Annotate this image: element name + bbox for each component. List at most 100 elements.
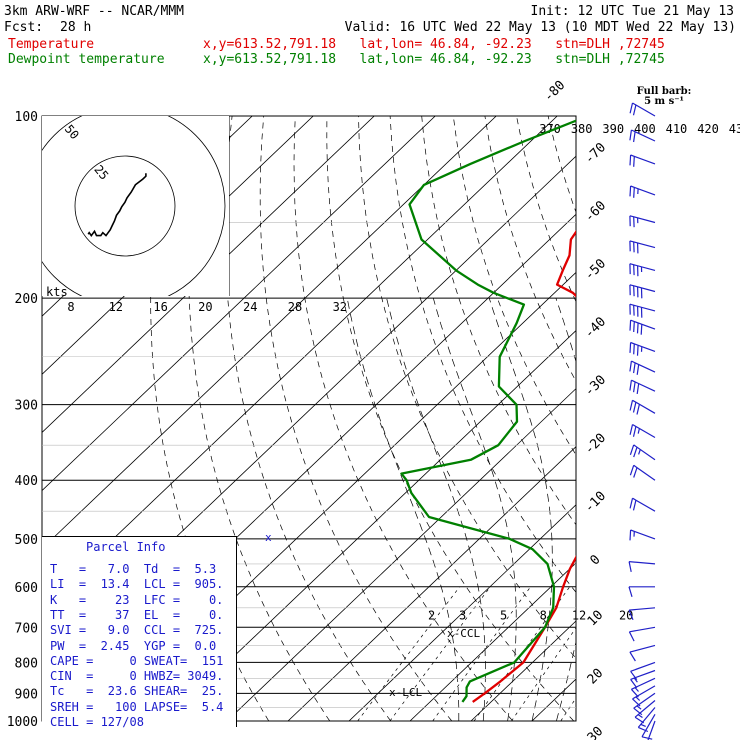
pressure-tick-label: 100	[15, 110, 38, 125]
mixing-ratio-label: 3	[459, 609, 466, 623]
theta-label: 400	[634, 122, 656, 136]
hodograph-ring	[42, 116, 226, 296]
isotherm-label: -30	[582, 373, 609, 400]
dry-adiabat-line	[224, 116, 392, 721]
mixing-ratio-line	[357, 586, 460, 721]
valid-time: Valid: 16 UTC Wed 22 May 13 (10 MDT Wed …	[344, 20, 736, 35]
barb-half-flag	[640, 723, 646, 727]
dewpoint-profile	[400, 119, 576, 703]
barb-flag	[632, 426, 637, 437]
isotherm-label: -50	[582, 256, 609, 283]
barb-flag	[634, 716, 645, 724]
isotherm-line	[42, 116, 558, 608]
theta-label: 380	[571, 122, 593, 136]
pressure-tick-label: 400	[15, 474, 38, 489]
dry-adiabat-line	[643, 116, 740, 721]
barb-flag	[629, 498, 634, 509]
isotherm-line	[654, 116, 740, 721]
barb-flag	[630, 679, 638, 689]
isotherm-line	[348, 504, 576, 721]
wind-barb	[647, 720, 656, 740]
mixing-ratio-line	[560, 697, 576, 721]
barb-flag	[633, 343, 635, 355]
isotherm-line	[409, 562, 576, 721]
wind-barb	[629, 263, 656, 277]
pressure-tick-label: 500	[15, 533, 38, 548]
barb-staff	[632, 497, 656, 512]
forecast-hour: 28 h	[60, 20, 92, 35]
barb-flag	[633, 467, 638, 478]
mixing-ratio-label: 12	[572, 609, 586, 623]
wind-barb	[629, 423, 656, 439]
barb-flag	[636, 364, 640, 375]
model-title: 3km ARW-WRF -- NCAR/MMM	[4, 4, 185, 19]
wind-barb	[629, 360, 656, 375]
mixing-ratio-label: 2	[428, 609, 435, 623]
dry-adiabat-line	[675, 116, 740, 721]
mixing-ratio-line	[511, 627, 576, 721]
barb-flag	[629, 529, 632, 541]
hodograph-ring-label: 75	[32, 82, 52, 102]
barb-flag	[633, 131, 636, 143]
parcel-row-9: Tc = 23.6 SHEAR= 25.	[50, 684, 224, 699]
wind-barb	[629, 284, 656, 299]
wind-barb	[629, 240, 656, 254]
barb-flag	[632, 698, 641, 707]
wind-barb	[629, 154, 656, 167]
parcel-row-10: SREH = 100 LAPSE= 5.4	[50, 699, 224, 714]
dry-adiabat-line	[611, 116, 740, 721]
dry-adiabat-line	[547, 116, 576, 214]
moist-adiabat-line	[605, 298, 709, 721]
wind-barb	[628, 561, 656, 573]
barb-staff	[633, 444, 656, 461]
barb-half-flag	[637, 714, 643, 719]
moist-adiabat-line	[386, 298, 486, 721]
dry-adiabat-line	[706, 116, 740, 721]
barb-staff	[630, 661, 656, 672]
speed-label: 32	[333, 300, 347, 314]
theta-label: 390	[602, 122, 624, 136]
wind-barb	[629, 129, 656, 143]
isotherm-label: 30	[585, 724, 607, 740]
barb-flag	[629, 361, 632, 372]
barb-flag	[633, 321, 635, 333]
barb-flag	[629, 465, 635, 476]
init-time: Init: 12 UTC Tue 21 May 13	[530, 4, 735, 19]
barb-flag	[636, 345, 639, 356]
barb-staff	[632, 423, 656, 439]
barb-staff	[632, 399, 656, 414]
pressure-tick-label: 900	[15, 687, 38, 702]
parcel-row-5: SVI = 9.0 CCL = 725.	[50, 623, 224, 638]
barb-half-flag	[633, 677, 638, 683]
isotherm-line	[593, 116, 740, 721]
wind-barb	[632, 685, 656, 707]
barb-flag	[629, 102, 634, 114]
barb-flag	[629, 342, 632, 353]
speed-label: 20	[198, 300, 212, 314]
barb-flag	[633, 362, 636, 374]
wind-barb	[633, 692, 656, 716]
barb-staff	[629, 607, 656, 611]
wind-barb	[629, 497, 656, 512]
isotherm-label: 20	[585, 666, 607, 688]
temperature-profile	[472, 230, 576, 703]
pressure-tick-label: 300	[15, 399, 38, 414]
barb-flag	[628, 586, 633, 597]
barb-flag	[629, 444, 635, 455]
barb-flag	[629, 185, 632, 197]
temperature-location: x,y=613.52,791.18 lat,lon= 46.84, -92.23…	[203, 37, 665, 52]
wind-barb	[629, 319, 656, 335]
wind-barb	[630, 661, 656, 681]
wind-barb	[629, 102, 656, 117]
barb-flag	[628, 631, 635, 642]
isotherm-line	[165, 329, 576, 721]
barb-half-flag	[636, 705, 642, 710]
dewpoint-legend: Dewpoint temperature	[8, 52, 165, 67]
hodograph-unit-label: kts	[46, 285, 68, 299]
isotherm-label: -20	[582, 431, 609, 458]
isotherm-line	[287, 446, 576, 721]
barb-flag	[628, 561, 632, 573]
wind-barb	[629, 444, 656, 461]
